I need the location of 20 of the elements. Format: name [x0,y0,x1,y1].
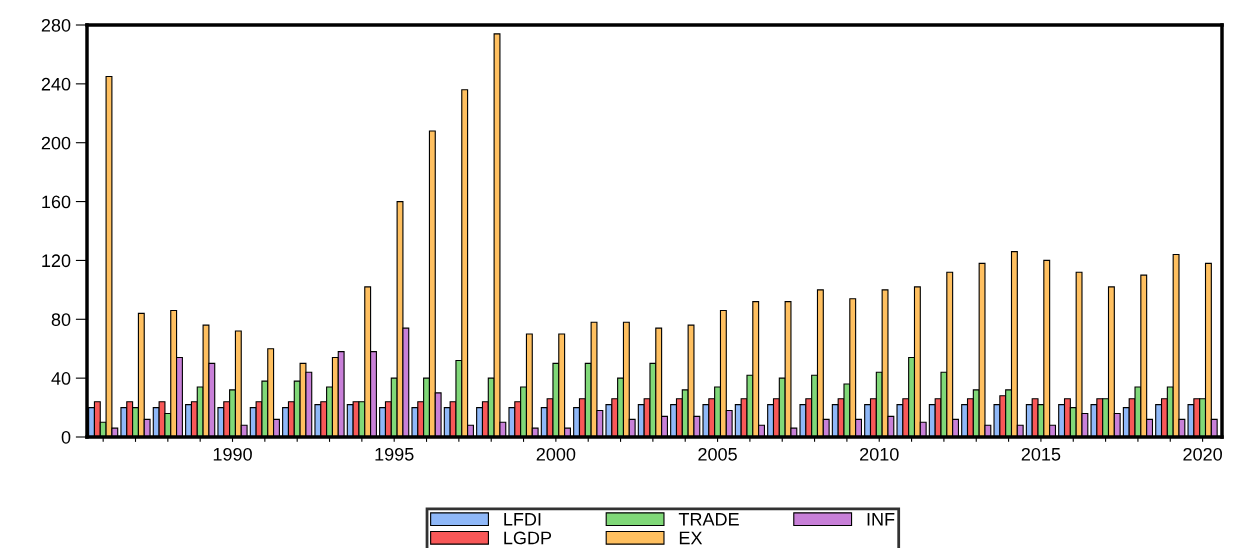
x-tick-label: 1990 [213,447,252,461]
legend-label: INF [867,513,895,526]
y-tick-label: 0 [61,430,71,444]
y-tick-label: 80 [51,313,71,327]
y-tick-label: 120 [42,254,71,268]
y-tick-label: 280 [41,18,71,32]
x-tick-label: 2000 [536,447,576,461]
x-tick-label: 2005 [698,447,737,461]
x-tick-label: 2015 [1021,447,1061,461]
x-tick-label: 2010 [860,447,899,461]
legend-label: LFDI [504,513,541,526]
y-tick-label: 240 [41,77,71,91]
y-tick-label: 40 [51,372,71,385]
legend-label: LGDP [504,531,552,545]
y-tick-label: 200 [41,136,71,150]
y-tick-label: 160 [42,195,71,209]
legend-label: TRADE [678,513,739,526]
legend-label: EX [679,531,703,545]
x-tick-label: 2020 [1183,447,1222,461]
x-tick-label: 1995 [375,447,414,461]
